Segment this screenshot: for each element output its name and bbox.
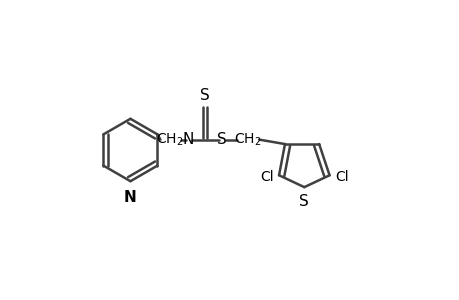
Text: S: S [200,88,209,103]
Text: Cl: Cl [334,170,348,184]
Text: N: N [183,132,194,147]
Text: Cl: Cl [259,170,273,184]
Text: CH$_2$: CH$_2$ [234,131,261,148]
Text: S: S [217,132,227,147]
Text: CH$_2$: CH$_2$ [156,131,183,148]
Text: S: S [299,194,308,209]
Text: N: N [124,190,136,205]
